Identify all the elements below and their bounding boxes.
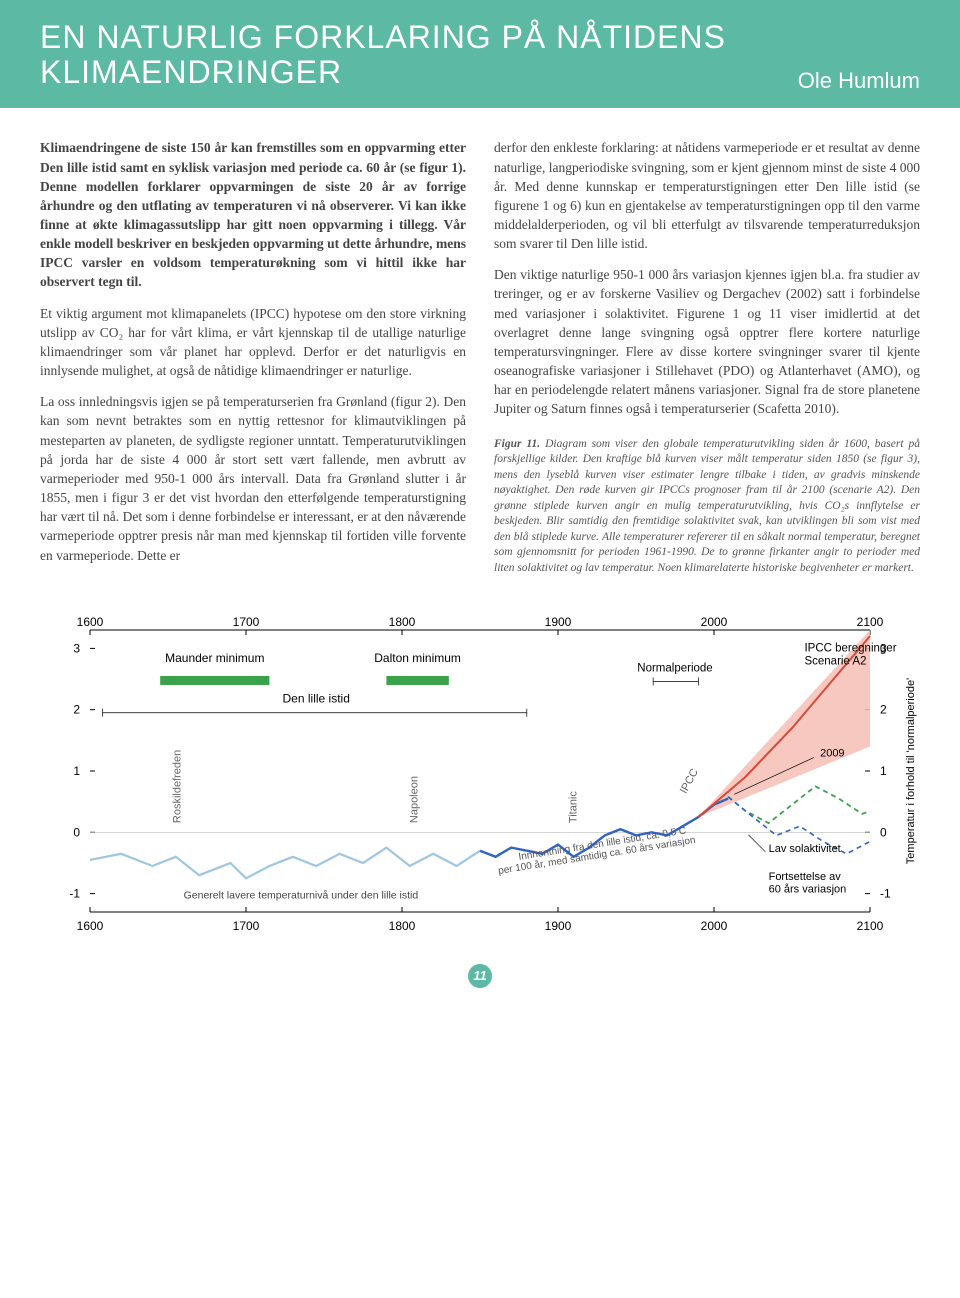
svg-text:Den lille istid: Den lille istid xyxy=(283,692,350,706)
svg-text:2100: 2100 xyxy=(857,615,884,629)
svg-text:1700: 1700 xyxy=(233,919,260,933)
svg-text:Napoleon: Napoleon xyxy=(409,776,421,823)
column-right: derfor den enkleste forklaring: at nåtid… xyxy=(494,138,920,588)
figure-caption: Figur 11. Diagram som viser den globale … xyxy=(494,437,920,577)
figure-caption-head: Figur 11. xyxy=(494,438,540,450)
column-left: Klimaendringene de siste 150 år kan frem… xyxy=(40,138,466,588)
svg-text:1600: 1600 xyxy=(77,919,104,933)
svg-text:0: 0 xyxy=(73,826,80,840)
figure-caption-body: Diagram som viser den globale temperatur… xyxy=(494,438,920,574)
svg-text:-1: -1 xyxy=(880,887,891,901)
page-number-footer: 11 xyxy=(0,964,960,988)
svg-text:1800: 1800 xyxy=(389,615,416,629)
chart-svg: 1600 1600 1700 1700 1800 1800 1900 1900 2000 2000… xyxy=(40,612,920,942)
svg-text:1900: 1900 xyxy=(545,615,572,629)
svg-text:1900: 1900 xyxy=(545,919,572,933)
svg-text:2100: 2100 xyxy=(857,919,884,933)
body-columns: Klimaendringene de siste 150 år kan frem… xyxy=(0,108,960,598)
svg-text:IPCC beregninger: IPCC beregninger xyxy=(804,643,896,655)
page-banner: EN NATURLIG FORKLARING PÅ NÅTIDENS KLIMA… xyxy=(0,0,960,108)
svg-text:2000: 2000 xyxy=(701,615,728,629)
page-number-badge: 11 xyxy=(468,964,492,988)
svg-text:1: 1 xyxy=(880,764,887,778)
svg-text:-1: -1 xyxy=(69,887,80,901)
svg-text:Dalton minimum: Dalton minimum xyxy=(374,651,461,665)
svg-text:Normalperiode: Normalperiode xyxy=(637,663,712,675)
svg-text:Fortsettelse av: Fortsettelse av xyxy=(769,871,842,883)
left-paragraph-2: Et viktig argument mot klimapanelets (IP… xyxy=(40,304,466,381)
svg-text:2: 2 xyxy=(880,703,887,717)
svg-text:1800: 1800 xyxy=(389,919,416,933)
right-paragraph-2: Den viktige naturlige 950-1 000 års vari… xyxy=(494,265,920,418)
svg-text:1: 1 xyxy=(73,764,80,778)
svg-text:Titanic: Titanic xyxy=(568,791,580,823)
svg-text:2000: 2000 xyxy=(701,919,728,933)
right-paragraph-1: derfor den enkleste forklaring: at nåtid… xyxy=(494,138,920,253)
svg-text:3: 3 xyxy=(73,642,80,656)
lead-paragraph: Klimaendringene de siste 150 år kan frem… xyxy=(40,138,466,291)
svg-text:Lav solaktivitet: Lav solaktivitet xyxy=(769,843,841,855)
svg-text:2009: 2009 xyxy=(820,747,844,759)
svg-text:0: 0 xyxy=(880,826,887,840)
page-title: EN NATURLIG FORKLARING PÅ NÅTIDENS KLIMA… xyxy=(40,20,920,90)
svg-text:Roskildefreden: Roskildefreden xyxy=(171,750,183,823)
svg-text:60 års variasjon: 60 års variasjon xyxy=(769,884,847,896)
svg-text:Generelt lavere temperaturnivå: Generelt lavere temperaturnivå under den… xyxy=(184,890,419,902)
svg-text:Temperatur i forhold til 'norm: Temperatur i forhold til 'normalperiode' xyxy=(905,678,917,864)
svg-text:1700: 1700 xyxy=(233,615,260,629)
svg-text:Scenarie A2: Scenarie A2 xyxy=(804,656,866,668)
author: Ole Humlum xyxy=(798,68,920,94)
figure-11-chart: 1600 1600 1700 1700 1800 1800 1900 1900 2000 2000… xyxy=(40,612,920,942)
svg-text:Maunder minimum: Maunder minimum xyxy=(165,651,264,665)
title-line-2: KLIMAENDRINGER xyxy=(40,54,342,90)
svg-text:IPCC: IPCC xyxy=(678,767,701,796)
svg-text:1600: 1600 xyxy=(77,615,104,629)
left-paragraph-3: La oss innledningsvis igjen se på temper… xyxy=(40,392,466,564)
title-line-1: EN NATURLIG FORKLARING PÅ NÅTIDENS xyxy=(40,19,726,55)
svg-text:2: 2 xyxy=(73,703,80,717)
